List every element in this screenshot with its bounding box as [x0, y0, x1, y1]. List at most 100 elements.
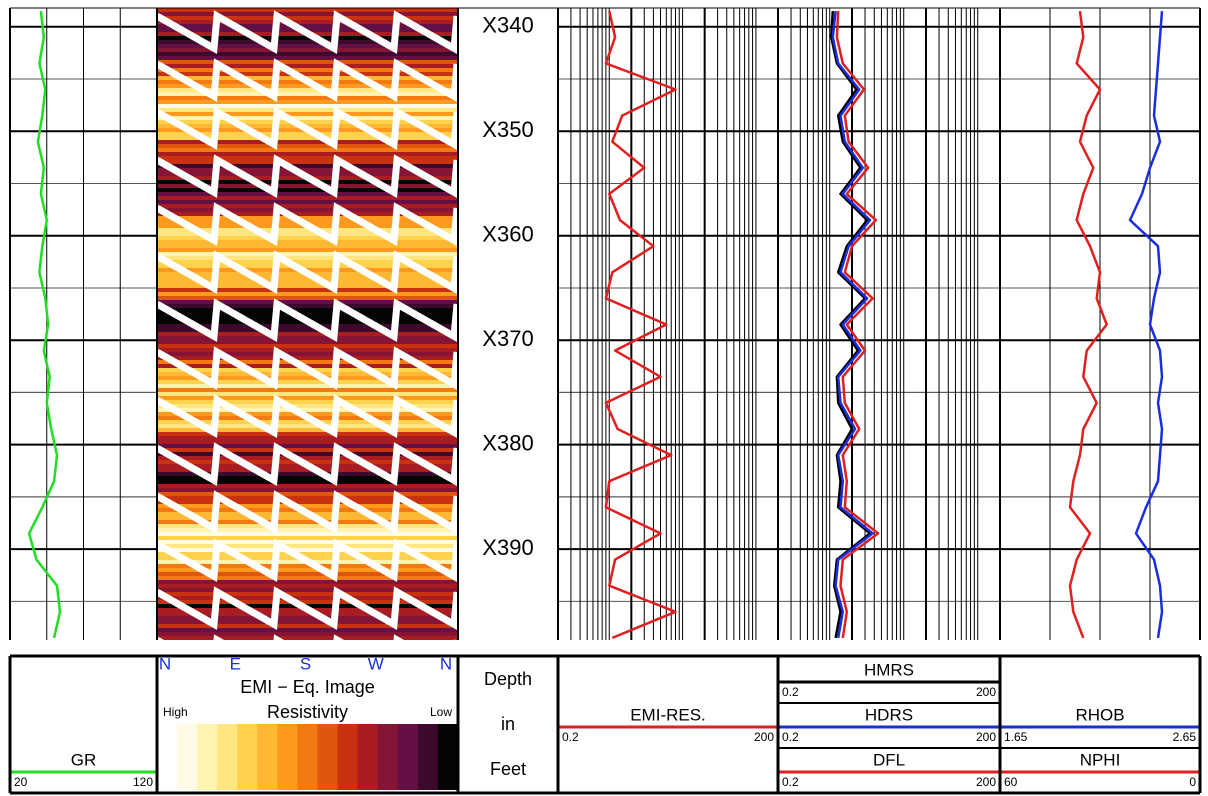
image-band — [157, 540, 458, 544]
color-swatch — [257, 724, 278, 790]
scale-max: 200 — [754, 730, 774, 744]
image-band — [157, 420, 458, 424]
depth-label: X360 — [482, 222, 533, 247]
low-label: Low — [430, 705, 452, 719]
image-band — [157, 632, 458, 636]
log-curve — [1068, 10, 1108, 639]
image-band — [157, 520, 458, 524]
image-band — [157, 116, 458, 120]
log-curve — [835, 11, 880, 639]
image-band — [157, 88, 458, 92]
image-band — [157, 164, 458, 168]
image-band — [157, 252, 458, 256]
image-sinusoid — [157, 58, 458, 103]
scale-max: 120 — [133, 775, 153, 789]
depth-label: X350 — [482, 117, 533, 142]
depth-label: X390 — [482, 535, 533, 560]
high-label: High — [163, 705, 188, 719]
image-band — [157, 152, 458, 156]
image-band — [157, 376, 458, 380]
image-band — [157, 156, 458, 160]
image-band — [157, 120, 458, 124]
image-band — [157, 144, 458, 148]
image-sinusoid — [157, 10, 458, 55]
color-swatch — [317, 724, 339, 790]
image-band — [157, 296, 458, 300]
image-sinusoid — [157, 538, 458, 583]
image-band — [157, 264, 458, 268]
image-band — [157, 536, 458, 540]
image-band — [157, 52, 458, 56]
image-band — [157, 524, 458, 528]
scale-min: 0.2 — [782, 685, 799, 699]
curve-name: EMI-RES. — [630, 705, 706, 724]
image-band — [157, 84, 458, 88]
image-band — [157, 448, 458, 452]
image-band — [157, 544, 458, 548]
image-band — [157, 208, 458, 212]
depth-header: Feet — [490, 759, 526, 779]
image-band — [157, 600, 458, 604]
image-band — [157, 624, 458, 628]
image-band — [157, 48, 458, 52]
scale-min: 0.2 — [562, 730, 579, 744]
image-band — [157, 488, 458, 492]
image-sinusoid — [157, 106, 458, 151]
color-swatch — [357, 724, 379, 790]
color-swatch — [277, 724, 298, 790]
image-band — [157, 392, 458, 396]
image-band — [157, 616, 458, 620]
depth-header: Depth — [484, 669, 532, 689]
image-band — [157, 396, 458, 400]
curve-name: GR — [71, 750, 97, 769]
image-band — [157, 332, 458, 336]
image-band — [157, 196, 458, 200]
image-band — [157, 324, 458, 328]
image-band — [157, 500, 458, 504]
image-band — [157, 572, 458, 576]
image-band — [157, 68, 458, 72]
color-swatch — [237, 724, 258, 790]
image-band — [157, 476, 458, 480]
image-band — [157, 108, 458, 112]
scale-min: 0.2 — [782, 775, 799, 789]
scale-min: 60 — [1004, 775, 1018, 789]
image-band — [157, 568, 458, 572]
image-band — [157, 424, 458, 428]
image-band — [157, 432, 458, 436]
image-band — [157, 140, 458, 144]
scale-min: 0.2 — [782, 730, 799, 744]
image-band — [157, 404, 458, 408]
image-band — [157, 60, 458, 64]
image-band — [157, 468, 458, 472]
image-band — [157, 304, 458, 308]
image-band — [157, 480, 458, 484]
log-curve — [830, 11, 872, 639]
color-swatch — [417, 724, 439, 790]
scale-max: 0 — [1189, 775, 1196, 789]
image-band — [157, 380, 458, 384]
azimuth-label: S — [300, 654, 311, 673]
scale-min: 20 — [14, 775, 28, 789]
image-band — [157, 228, 458, 232]
image-band — [157, 192, 458, 196]
image-band — [157, 336, 458, 340]
image-sinusoid — [157, 154, 458, 199]
depth-label: X380 — [482, 430, 533, 455]
image-band — [157, 240, 458, 244]
image-band — [157, 532, 458, 536]
log-curve — [27, 10, 62, 639]
image-band — [157, 288, 458, 292]
image-band — [157, 12, 458, 16]
curve-name: HMRS — [864, 660, 914, 679]
image-band — [157, 256, 458, 260]
image-band — [157, 496, 458, 500]
image-band — [157, 612, 458, 616]
image-band — [157, 280, 458, 284]
scale-max: 200 — [976, 685, 996, 699]
image-band — [157, 344, 458, 348]
color-swatch — [377, 724, 399, 790]
color-swatch — [217, 724, 238, 790]
image-band — [157, 20, 458, 24]
curve-name: RHOB — [1075, 705, 1124, 724]
